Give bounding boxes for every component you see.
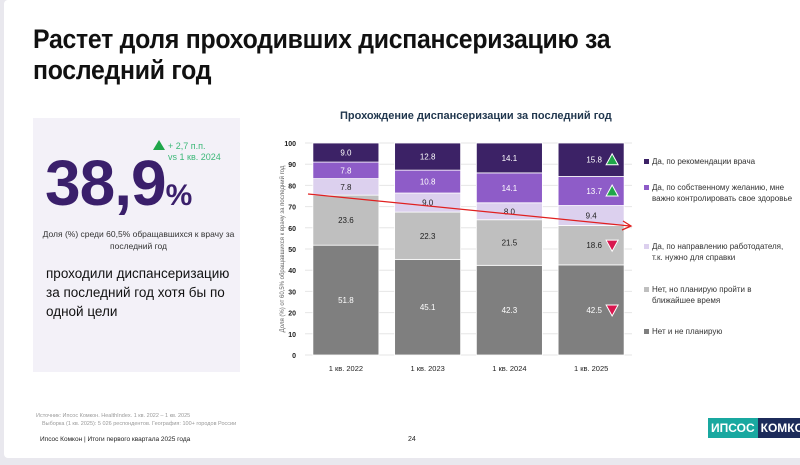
y-tick-label: 20 bbox=[288, 311, 296, 318]
legend-label: Нет и не планирую bbox=[652, 327, 723, 336]
x-tick-label: 1 кв. 2022 bbox=[329, 364, 363, 373]
data-label: 18.6 bbox=[586, 241, 602, 250]
source-line-2: Выборка (1 кв. 2025): 5 026 респондентов… bbox=[42, 421, 237, 427]
data-label: 13.7 bbox=[586, 187, 602, 196]
footer-caption: Ипсос Комкон | Итоги первого квартала 20… bbox=[40, 436, 191, 443]
legend-item: Нет, но планирую пройти в ближайшее врем… bbox=[644, 284, 794, 306]
triangle-up-icon bbox=[153, 140, 165, 150]
trend-arrow-head bbox=[621, 220, 633, 231]
y-axis-label: Доля (%) от 60,5% обращавшихся к врачу з… bbox=[279, 165, 286, 332]
x-tick-label: 1 кв. 2023 bbox=[410, 364, 444, 373]
legend-swatch bbox=[644, 244, 649, 249]
y-tick-label: 30 bbox=[288, 289, 296, 296]
legend-item: Да, по рекомендации врача bbox=[644, 156, 794, 167]
data-label: 10.8 bbox=[420, 178, 436, 187]
bar-segment bbox=[312, 194, 380, 246]
bar-segment bbox=[475, 219, 543, 266]
legend-item: Да, по собственному желанию, мне важно к… bbox=[644, 182, 794, 204]
data-label: 9.4 bbox=[586, 212, 598, 221]
legend-label: Да, по направлению работодателя, т.к. ну… bbox=[652, 242, 784, 262]
bar-segment bbox=[475, 142, 543, 174]
chart-title: Прохождение диспансеризации за последний… bbox=[340, 110, 612, 122]
data-label: 15.8 bbox=[586, 156, 602, 165]
source-note: Источник: Ипсос Комкон. HealthIndex. 1 к… bbox=[36, 412, 236, 428]
y-tick-label: 40 bbox=[288, 268, 296, 275]
kpi-number: 38,9 bbox=[45, 147, 167, 219]
data-label: 42.5 bbox=[586, 306, 602, 315]
kpi-description: проходили диспансеризацию за последний г… bbox=[46, 266, 230, 319]
page-title: Растет доля проходивших диспансеризацию … bbox=[33, 24, 611, 85]
kpi-subtitle: Доля (%) среди 60,5% обращавшихся к врач… bbox=[42, 229, 235, 251]
logo-part-2: КОМКОН bbox=[757, 418, 800, 438]
legend-item: Да, по направлению работодателя, т.к. ну… bbox=[644, 241, 794, 263]
triangle-down-icon bbox=[605, 239, 619, 253]
trend-arrow bbox=[307, 193, 631, 227]
legend-label: Да, по собственному желанию, мне важно к… bbox=[652, 183, 793, 203]
bar-segment bbox=[394, 258, 462, 356]
bar-segment bbox=[475, 264, 543, 356]
triangle-up-icon bbox=[605, 183, 619, 197]
bar-segment bbox=[475, 172, 543, 204]
bar-segment bbox=[312, 244, 380, 356]
y-tick-label: 100 bbox=[284, 141, 296, 148]
ipsos-comcon-logo: ИПСОСКОМКОН bbox=[708, 418, 800, 438]
delta-value: + 2,7 п.п. bbox=[168, 141, 206, 151]
legend-label: Нет, но планирую пройти в ближайшее врем… bbox=[652, 285, 752, 305]
y-tick-label: 90 bbox=[288, 162, 296, 169]
kpi-value: 38,9% bbox=[45, 146, 193, 220]
legend-label: Да, по рекомендации врача bbox=[652, 157, 756, 166]
data-label: 9.0 bbox=[340, 149, 352, 158]
bar-segment bbox=[394, 211, 462, 260]
delta-comparison: vs 1 кв. 2024 bbox=[168, 152, 221, 162]
data-label: 23.6 bbox=[338, 216, 354, 225]
triangle-down-icon bbox=[605, 304, 619, 317]
y-tick-label: 10 bbox=[288, 332, 296, 339]
data-label: 7.8 bbox=[340, 183, 352, 192]
bar-segment bbox=[312, 142, 380, 163]
data-label: 21.5 bbox=[502, 239, 518, 248]
triangle-up-icon bbox=[605, 152, 619, 166]
data-label: 8.0 bbox=[504, 207, 516, 216]
x-tick-label: 1 кв. 2024 bbox=[492, 364, 526, 373]
y-tick-label: 70 bbox=[288, 205, 296, 212]
page-number: 24 bbox=[408, 436, 416, 443]
data-label: 14.1 bbox=[502, 154, 518, 163]
kpi-card: + 2,7 п.п. vs 1 кв. 2024 38,9% Доля (%) … bbox=[33, 118, 240, 372]
y-tick-label: 80 bbox=[288, 183, 296, 190]
legend-swatch bbox=[644, 329, 649, 334]
y-tick-label: 60 bbox=[288, 226, 296, 233]
y-tick-label: 0 bbox=[292, 353, 296, 360]
data-label: 9.0 bbox=[422, 199, 434, 208]
legend-swatch bbox=[644, 185, 649, 190]
x-tick-label: 1 кв. 2025 bbox=[574, 364, 608, 373]
data-label: 42.3 bbox=[502, 306, 518, 315]
data-label: 22.3 bbox=[420, 232, 436, 241]
legend-item: Нет и не планирую bbox=[644, 326, 794, 337]
kpi-unit: % bbox=[165, 179, 193, 212]
legend-swatch bbox=[644, 159, 649, 164]
source-line-1: Источник: Ипсос Комкон. HealthIndex. 1 к… bbox=[36, 413, 191, 419]
data-label: 51.8 bbox=[338, 296, 354, 305]
bar-segment bbox=[394, 142, 462, 171]
legend-swatch bbox=[644, 287, 649, 292]
data-label: 7.8 bbox=[340, 166, 352, 175]
logo-part-1: ИПСОС bbox=[708, 418, 758, 438]
data-label: 12.8 bbox=[420, 153, 436, 162]
data-label: 14.1 bbox=[502, 184, 518, 193]
data-label: 45.1 bbox=[420, 303, 436, 312]
y-tick-label: 50 bbox=[288, 247, 296, 254]
kpi-delta: + 2,7 п.п. vs 1 кв. 2024 bbox=[153, 140, 221, 163]
